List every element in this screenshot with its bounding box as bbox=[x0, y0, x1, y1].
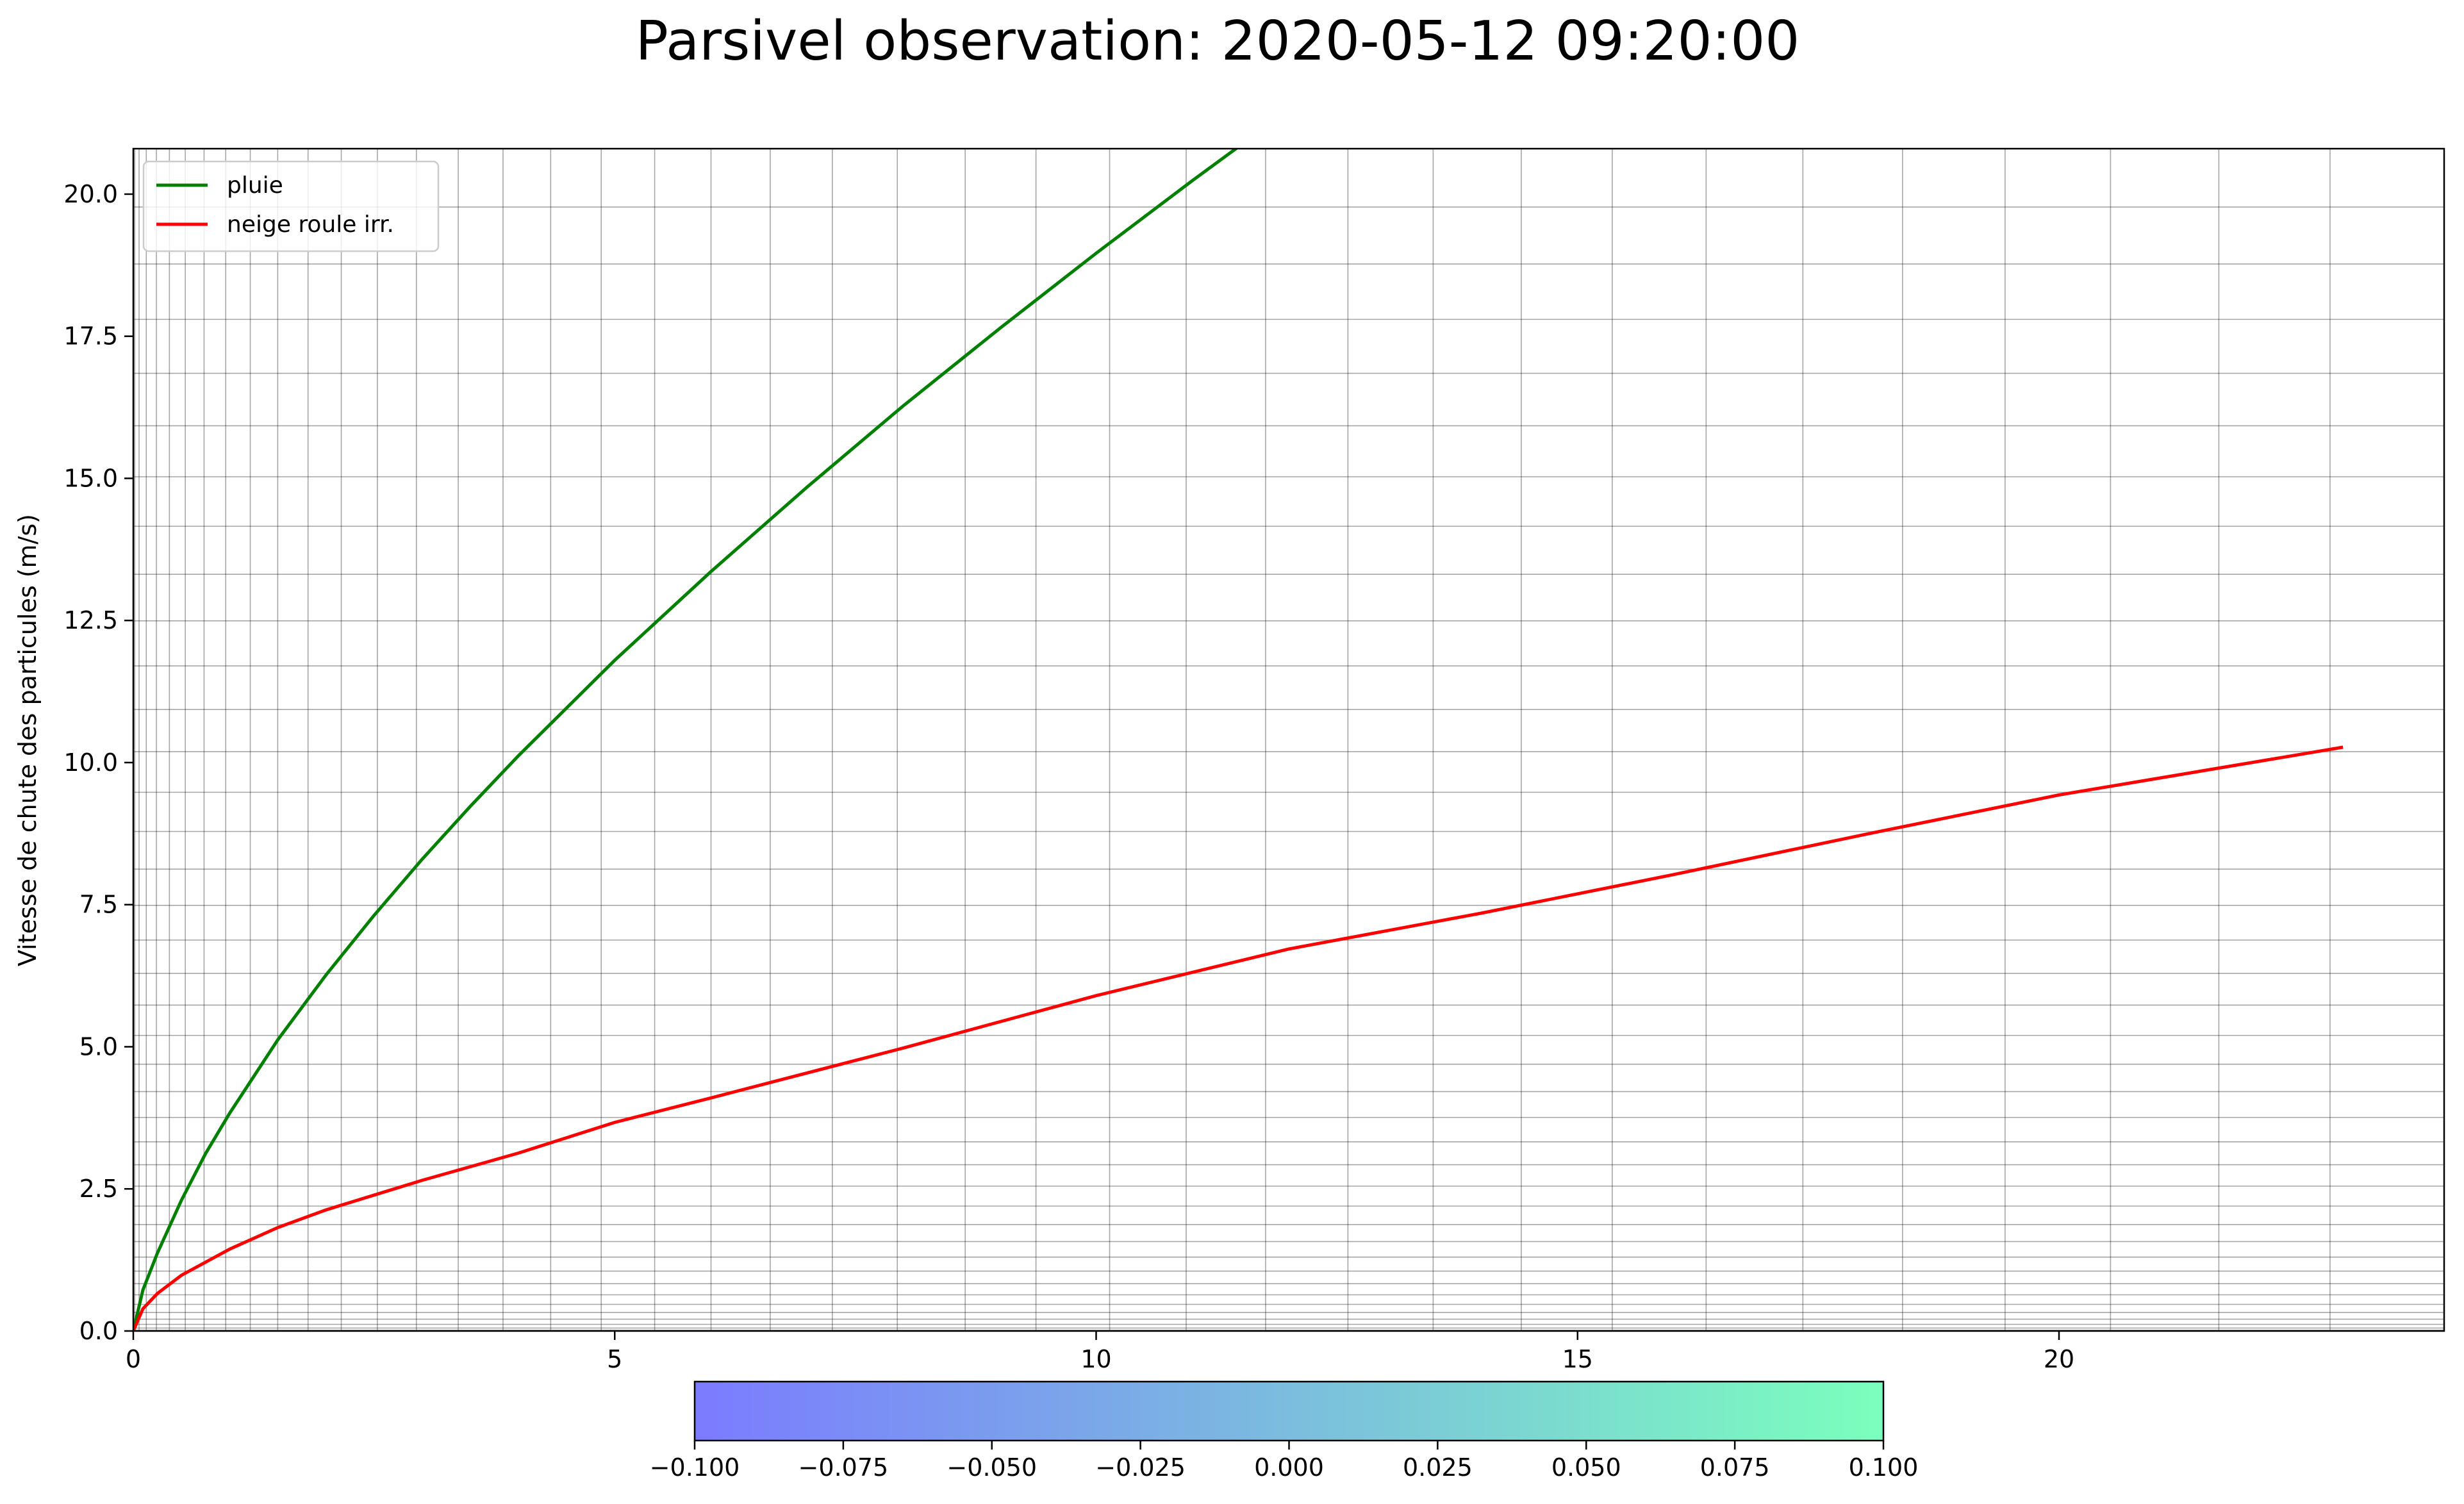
grid bbox=[133, 149, 2444, 1331]
colorbar-ticks: −0.100 −0.075 −0.050 −0.025 0.000 0.025 0.050 0… bbox=[650, 1441, 1919, 1482]
x-tick-label: 5 bbox=[607, 1345, 622, 1373]
y-tick-label: 12.5 bbox=[63, 606, 118, 634]
series-layer bbox=[133, 149, 2344, 1331]
plot-frame bbox=[132, 147, 2445, 1332]
colorbar-tick-label: 0.100 bbox=[1849, 1453, 1919, 1482]
x-tick-label: 10 bbox=[1080, 1345, 1111, 1373]
colorbar-tick-label: −0.075 bbox=[798, 1453, 889, 1482]
y-tick-label: 20.0 bbox=[63, 180, 118, 208]
colorbar: −0.100 −0.075 −0.050 −0.025 0.000 0.025 0.050 0… bbox=[650, 1380, 1919, 1482]
colorbar-tick-label: −0.025 bbox=[1095, 1453, 1186, 1482]
y-tick-label: 10.0 bbox=[63, 748, 118, 777]
y-axis: 0.0 2.5 5.0 7.5 10.0 12.5 15.0 17.5 20.0 bbox=[63, 180, 133, 1345]
legend-label-neige: neige roule irr. bbox=[227, 211, 394, 238]
y-tick-label: 7.5 bbox=[79, 891, 118, 919]
chart-title: Parsivel observation: 2020-05-12 09:20:0… bbox=[636, 10, 1800, 73]
y-tick-label: 0.0 bbox=[79, 1317, 118, 1345]
y-tick-label: 15.0 bbox=[63, 464, 118, 492]
legend-label-pluie: pluie bbox=[227, 172, 283, 199]
y-tick-label: 2.5 bbox=[79, 1175, 118, 1203]
y-tick-label: 17.5 bbox=[63, 322, 118, 351]
legend-box bbox=[142, 160, 440, 252]
y-axis-label: Vitesse de chute des particules (m/s) bbox=[13, 514, 42, 966]
plot-background bbox=[133, 149, 2444, 1331]
x-tick-label: 15 bbox=[1562, 1345, 1593, 1373]
series-line-1 bbox=[133, 745, 2344, 1331]
x-axis: 0 5 10 15 20 bbox=[126, 1331, 2074, 1373]
colorbar-tick-label: 0.075 bbox=[1700, 1453, 1770, 1482]
y-tick-label: 5.0 bbox=[79, 1032, 118, 1061]
plot-area bbox=[132, 147, 2445, 1332]
colorbar-tick-label: −0.050 bbox=[947, 1453, 1037, 1482]
colorbar-tick-label: 0.050 bbox=[1551, 1453, 1621, 1482]
colorbar-gradient bbox=[693, 1380, 1885, 1442]
legend: pluie neige roule irr. bbox=[142, 160, 440, 252]
x-tick-label: 20 bbox=[2044, 1345, 2074, 1373]
series-line-0 bbox=[133, 149, 1239, 1331]
colorbar-tick-label: −0.100 bbox=[650, 1453, 740, 1482]
x-tick-label: 0 bbox=[126, 1345, 141, 1373]
colorbar-tick-label: 0.000 bbox=[1254, 1453, 1324, 1482]
colorbar-tick-label: 0.025 bbox=[1403, 1453, 1473, 1482]
